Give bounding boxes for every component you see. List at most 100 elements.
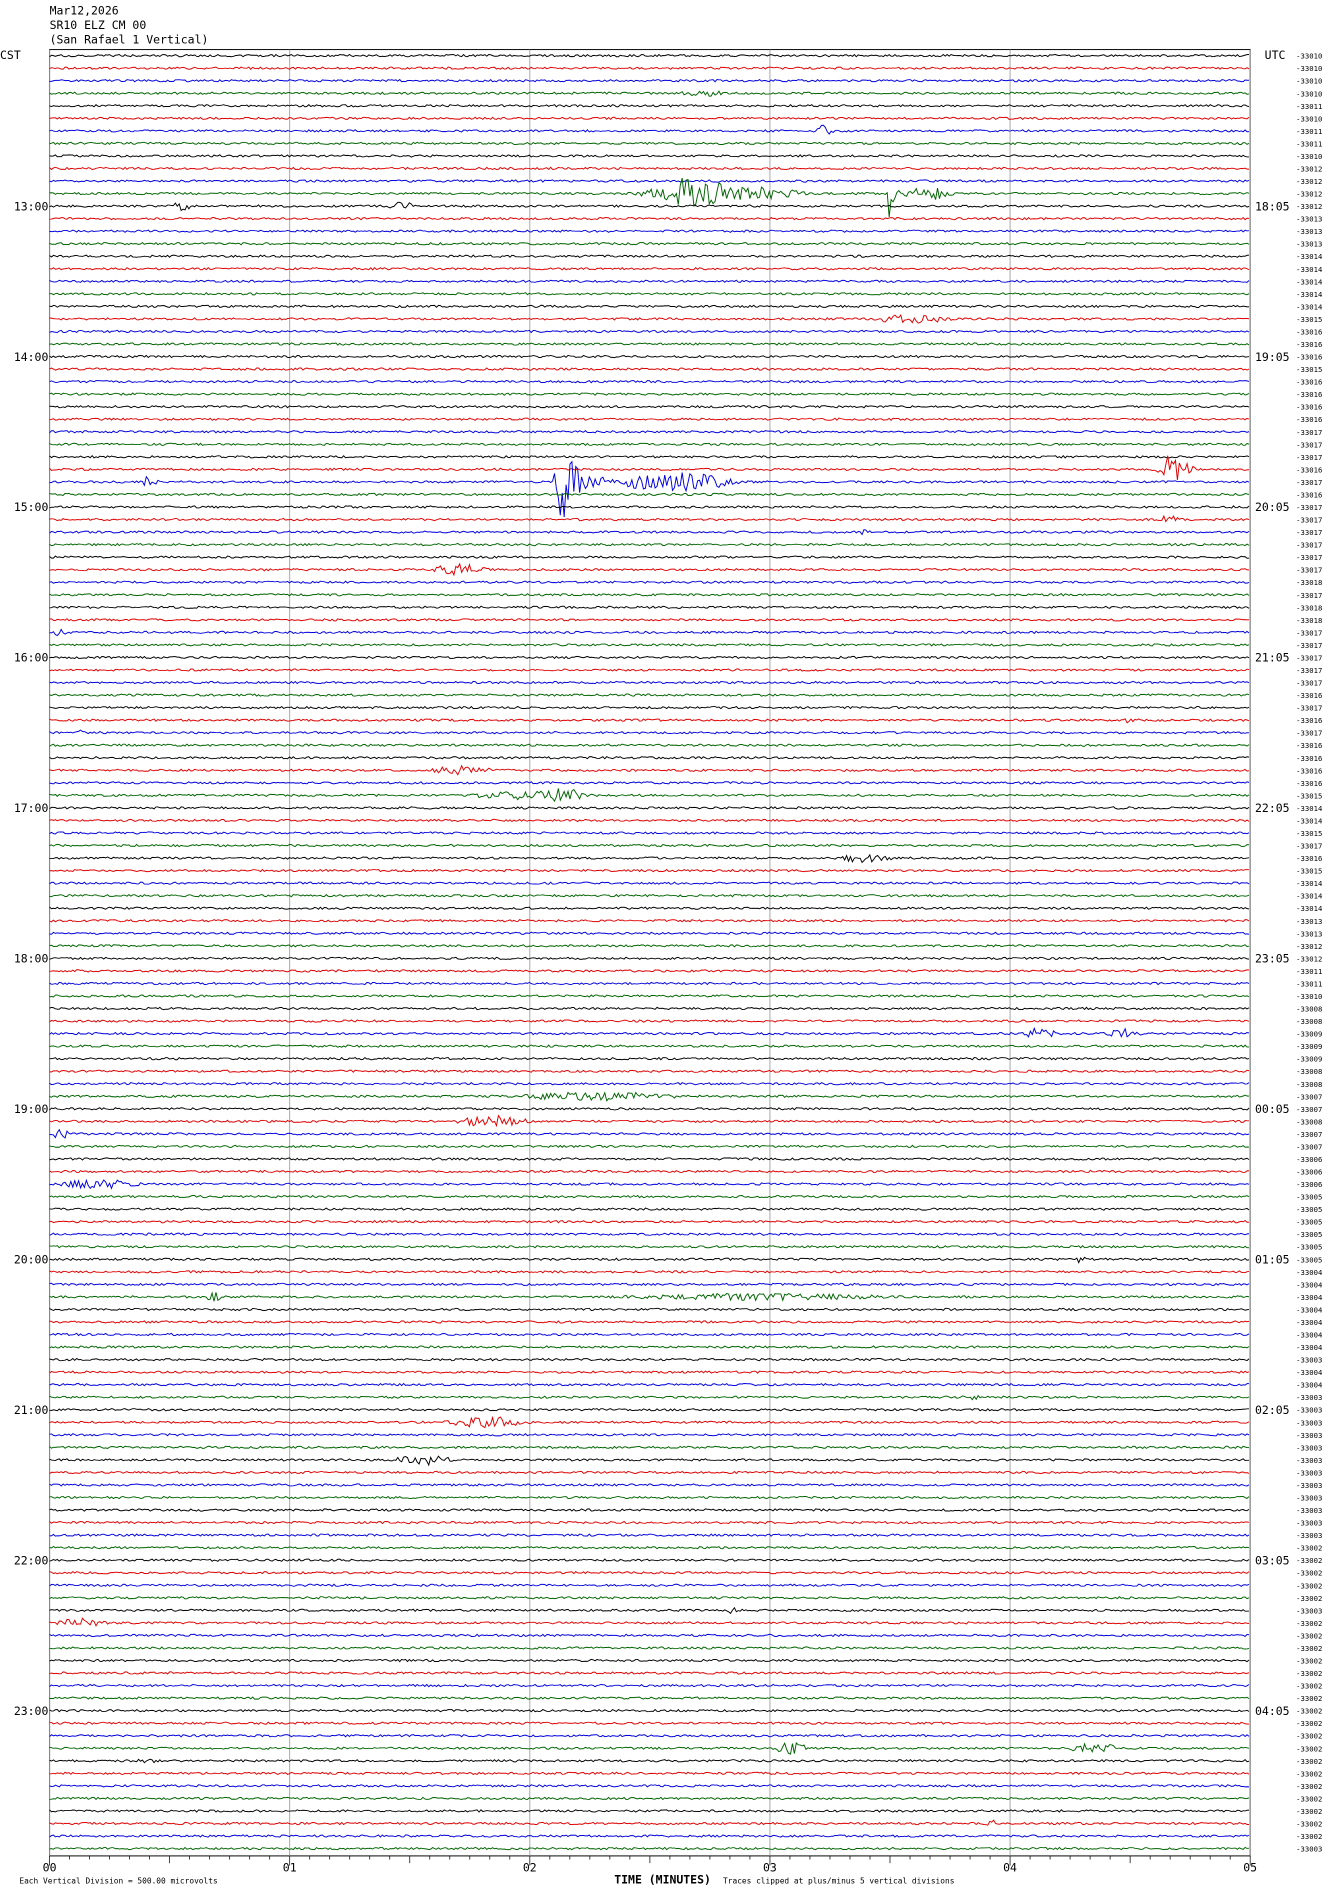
trace (49, 1282, 1250, 1287)
trace-offset: -33010 (1296, 77, 1322, 86)
trace (49, 254, 1250, 258)
trace-offset: -33017 (1296, 842, 1322, 851)
trace (49, 944, 1250, 948)
trace-offset: -33015 (1296, 829, 1322, 838)
trace (49, 1646, 1250, 1650)
station: SR10 ELZ CM 00 (50, 18, 147, 32)
trace-offset: -33017 (1296, 516, 1322, 525)
trace (49, 1332, 1250, 1337)
trace (49, 514, 1250, 523)
trace-offset: -33002 (1296, 1569, 1322, 1578)
trace-offset: -33002 (1296, 1694, 1322, 1703)
trace-offset: -33002 (1296, 1631, 1322, 1640)
trace (49, 279, 1250, 284)
trace (49, 1345, 1250, 1349)
trace-offset: -33008 (1296, 1117, 1322, 1126)
cst-hour-label: 14:00 (14, 350, 49, 364)
trace (49, 1382, 1249, 1387)
utc-hour-label: 18:05 (1255, 199, 1290, 213)
trace (49, 1796, 1250, 1801)
trace-offset: -33017 (1296, 503, 1322, 512)
trace (49, 1708, 1250, 1713)
trace (49, 1758, 1250, 1764)
trace (49, 1270, 1250, 1274)
trace-offset: -33002 (1296, 1556, 1322, 1565)
trace-offset: -33003 (1296, 1393, 1322, 1402)
trace (49, 1320, 1250, 1324)
trace-offset: -33017 (1296, 440, 1322, 449)
trace (49, 1157, 1250, 1161)
trace (49, 542, 1250, 547)
trace (49, 1056, 1250, 1061)
trace-offset: -33011 (1296, 967, 1322, 976)
trace-offset: -33002 (1296, 1719, 1322, 1728)
trace-offset: -33002 (1296, 1581, 1322, 1590)
trace (49, 981, 1250, 986)
x-tick-label: 05 (1243, 1861, 1257, 1875)
trace-offset: -33010 (1296, 89, 1322, 98)
trace (49, 843, 1250, 848)
trace-offset: -33017 (1296, 453, 1322, 462)
trace (49, 1114, 1249, 1128)
trace (49, 1244, 1250, 1249)
trace-offset: -33002 (1296, 1682, 1322, 1691)
trace-offset: -33003 (1296, 1431, 1322, 1440)
trace (49, 718, 1250, 724)
trace (49, 618, 1250, 622)
trace (49, 1742, 1250, 1755)
trace-offset: -33012 (1296, 164, 1322, 173)
trace-offset: -33003 (1296, 1519, 1322, 1528)
trace (49, 818, 1250, 823)
trace (49, 241, 1250, 246)
trace-offset: -33014 (1296, 879, 1323, 888)
trace-offset: -33002 (1296, 1732, 1322, 1741)
trace (49, 460, 1250, 518)
trace-offset: -33010 (1296, 52, 1322, 61)
trace (49, 430, 1250, 434)
trace (49, 292, 1250, 296)
trace (49, 1721, 1250, 1725)
trace-offset: -33002 (1296, 1644, 1322, 1653)
trace (49, 555, 1250, 559)
trace (49, 1495, 1250, 1500)
trace-offset: -33012 (1296, 954, 1322, 963)
trace-offset: -33014 (1296, 804, 1323, 813)
trace-offset: -33017 (1296, 679, 1322, 688)
cst-hour-label: 20:00 (14, 1252, 49, 1266)
trace-offset: -33003 (1296, 1406, 1322, 1415)
trace-offset: -33004 (1296, 1293, 1323, 1302)
trace (49, 788, 1250, 803)
trace-offset: -33014 (1296, 265, 1323, 274)
trace (49, 668, 1250, 672)
trace (49, 605, 1250, 610)
trace (49, 994, 1250, 998)
trace (49, 580, 1250, 584)
trace (49, 893, 1250, 898)
trace-offset: -33016 (1296, 403, 1322, 412)
trace (49, 1658, 1250, 1663)
trace (49, 392, 1250, 396)
trace-offset: -33006 (1296, 1180, 1322, 1189)
trace-offset: -33007 (1296, 1130, 1322, 1139)
trace (49, 1006, 1250, 1011)
trace (49, 1433, 1250, 1437)
trace (49, 853, 1250, 864)
trace (49, 66, 1250, 70)
trace (49, 1545, 1250, 1550)
trace (49, 1784, 1250, 1788)
trace-offset: -33003 (1296, 1468, 1322, 1477)
trace-offset: -33007 (1296, 1092, 1322, 1101)
trace-offset: -33005 (1296, 1255, 1322, 1264)
trace-offset: -33017 (1296, 528, 1322, 537)
trace (49, 806, 1250, 810)
trace (49, 1307, 1250, 1312)
trace (49, 1178, 1250, 1190)
trace-offset: -33003 (1296, 1418, 1322, 1427)
trace (49, 442, 1250, 447)
trace (49, 1819, 1249, 1826)
trace-offset: -33008 (1296, 1067, 1322, 1076)
trace (49, 455, 1250, 481)
trace-offset: -33004 (1296, 1305, 1323, 1314)
